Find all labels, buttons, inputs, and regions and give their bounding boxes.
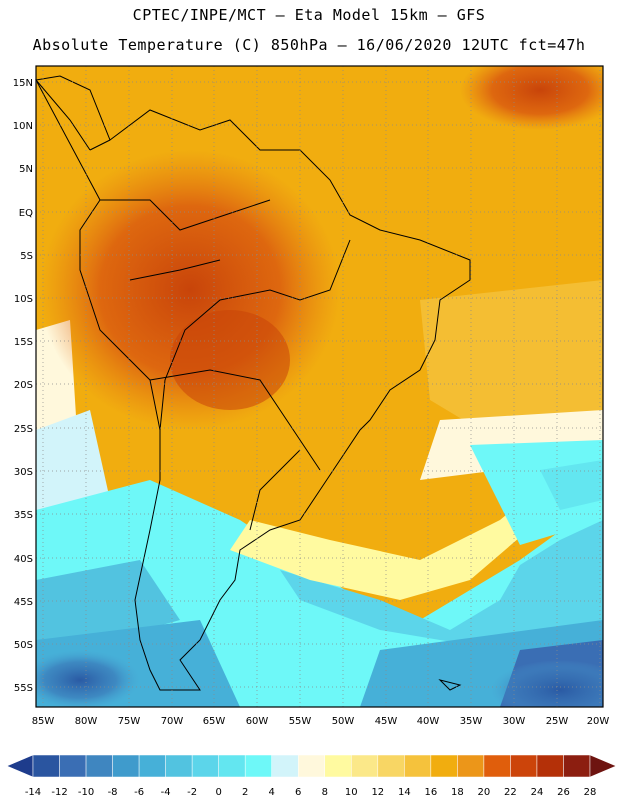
colorbar-tick-label: 6 bbox=[295, 787, 301, 798]
colorbar-swatch bbox=[85, 754, 113, 778]
colorbar-tick-label: -8 bbox=[108, 787, 118, 798]
lon-label: 45W bbox=[375, 716, 398, 727]
colorbar-swatch bbox=[59, 754, 87, 778]
lon-label: 70W bbox=[161, 716, 184, 727]
colorbar-swatch bbox=[510, 754, 538, 778]
longitude-axis: 85W 80W 75W 70W 65W 60W 55W 50W 45W 40W … bbox=[32, 716, 610, 727]
title-line-1: CPTEC/INPE/MCT – Eta Model 15km – GFS bbox=[132, 6, 486, 24]
title-line-2: Absolute Temperature (C) 850hPa – 16/06/… bbox=[32, 36, 586, 54]
lon-label: 75W bbox=[118, 716, 141, 727]
lat-label: 10S bbox=[14, 294, 33, 305]
lat-label: 15S bbox=[14, 337, 33, 348]
lon-label: 25W bbox=[546, 716, 569, 727]
lon-label: 85W bbox=[32, 716, 55, 727]
colorbar-swatch bbox=[377, 754, 405, 778]
colorbar-swatch bbox=[191, 754, 219, 778]
lat-label: EQ bbox=[19, 208, 33, 219]
lon-label: 65W bbox=[203, 716, 226, 727]
colorbar-swatch bbox=[138, 754, 166, 778]
graticule bbox=[36, 66, 603, 707]
colorbar-tick-label: 28 bbox=[584, 787, 597, 798]
temperature-field bbox=[36, 66, 603, 707]
colorbar-tick-label: 2 bbox=[242, 787, 248, 798]
colorbar-tick-label: -10 bbox=[78, 787, 94, 798]
colorbar-tick-label: 24 bbox=[531, 787, 544, 798]
colorbar-tick-label: -6 bbox=[134, 787, 144, 798]
colorbar-tick-label: -12 bbox=[51, 787, 67, 798]
lon-label: 30W bbox=[503, 716, 526, 727]
lat-label: 5N bbox=[19, 164, 33, 175]
colorbar-swatch bbox=[483, 754, 511, 778]
colorbar-swatch bbox=[218, 754, 246, 778]
lat-label: 45S bbox=[14, 597, 33, 608]
lat-label: 10N bbox=[13, 121, 33, 132]
lat-label: 20S bbox=[14, 380, 33, 391]
colorbar-swatch bbox=[165, 754, 193, 778]
colorbar-tick-label: -14 bbox=[25, 787, 41, 798]
colorbar-swatch bbox=[563, 754, 591, 778]
colorbar-tick-label: 14 bbox=[398, 787, 411, 798]
colorbar-tick-label: 10 bbox=[345, 787, 358, 798]
coastlines bbox=[35, 75, 471, 691]
colorbar-swatch bbox=[324, 754, 352, 778]
colorbar-swatch bbox=[32, 754, 60, 778]
colorbar-swatch bbox=[404, 754, 432, 778]
colorbar-tick-label: 26 bbox=[557, 787, 570, 798]
colorbar-min-arrow bbox=[6, 754, 34, 778]
latitude-axis: 15N 10N 5N EQ 5S 10S 15S 20S 25S 30S 35S… bbox=[13, 78, 33, 694]
lat-label: 25S bbox=[14, 424, 33, 435]
lat-label: 15N bbox=[13, 78, 33, 89]
lon-label: 50W bbox=[332, 716, 355, 727]
lat-label: 40S bbox=[14, 554, 33, 565]
colorbar-tick-label: 18 bbox=[451, 787, 464, 798]
lon-label: 60W bbox=[246, 716, 269, 727]
colorbar-swatch bbox=[271, 754, 299, 778]
colorbar-swatch bbox=[297, 754, 326, 778]
lat-label: 55S bbox=[14, 683, 33, 694]
colorbar-swatch bbox=[430, 754, 458, 778]
lat-label: 50S bbox=[14, 640, 33, 651]
colorbar-tick-label: 4 bbox=[269, 787, 275, 798]
colorbar-tick-label: -4 bbox=[161, 787, 171, 798]
colorbar-tick-label: 0 bbox=[215, 787, 221, 798]
colorbar-tick-label: 8 bbox=[322, 787, 328, 798]
lon-label: 35W bbox=[460, 716, 483, 727]
lon-label: 55W bbox=[289, 716, 312, 727]
lat-label: 35S bbox=[14, 510, 33, 521]
map-frame bbox=[35, 65, 604, 708]
colorbar-tick-label: -2 bbox=[187, 787, 197, 798]
lon-label: 20W bbox=[587, 716, 610, 727]
colorbar-swatch bbox=[457, 754, 485, 778]
colorbar-swatch bbox=[112, 754, 140, 778]
colorbar-max-arrow bbox=[589, 754, 617, 778]
lon-label: 40W bbox=[417, 716, 440, 727]
lat-label: 30S bbox=[14, 467, 33, 478]
colorbar-tick-label: 12 bbox=[371, 787, 384, 798]
colorbar-swatch bbox=[351, 754, 379, 778]
colorbar-tick-label: 16 bbox=[424, 787, 437, 798]
colorbar: -14 -12 -10 -8 -6 -4 -2 0 2 4 6 8 10 12 14 16 18 20 22 24 26… bbox=[6, 754, 617, 798]
colorbar-tick-label: 20 bbox=[478, 787, 491, 798]
lon-label: 80W bbox=[75, 716, 98, 727]
lat-label: 5S bbox=[20, 251, 33, 262]
colorbar-swatch bbox=[244, 754, 272, 778]
colorbar-tick-label: 22 bbox=[504, 787, 517, 798]
colorbar-swatch bbox=[536, 754, 564, 778]
